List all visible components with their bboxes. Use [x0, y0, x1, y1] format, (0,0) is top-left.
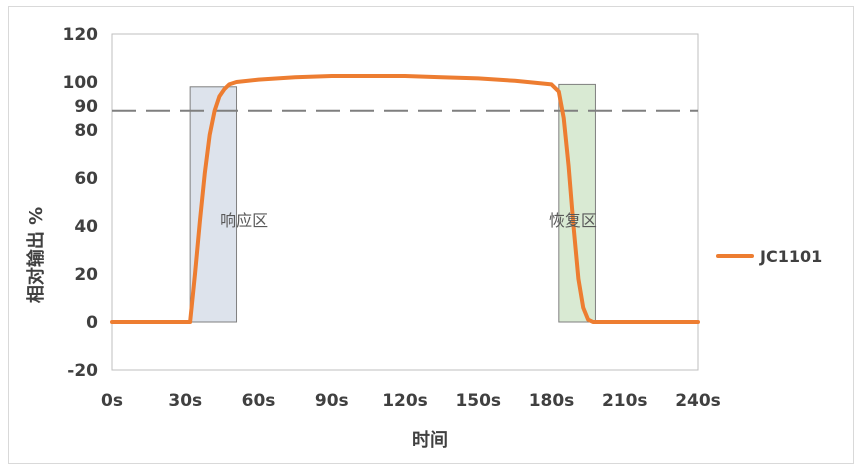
chart-frame [8, 6, 854, 464]
y-tick-label: -20 [67, 361, 98, 381]
y-tick-label-extra: 90 [74, 97, 98, 117]
y-tick-label: 0 [86, 313, 98, 333]
zone-label-2: 恢复区 [549, 211, 597, 230]
plot-area [111, 33, 699, 371]
x-tick-label: 180s [529, 391, 575, 411]
y-tick-label: 100 [63, 73, 99, 93]
y-tick-label: 80 [74, 121, 98, 141]
legend-label: JC1101 [759, 247, 822, 266]
zone-label-1: 响应区 [220, 211, 268, 230]
x-tick-label: 60s [242, 391, 276, 411]
x-tick-label: 0s [101, 391, 123, 411]
legend: JC1101 [716, 247, 822, 266]
y-tick-label: 40 [74, 217, 98, 237]
y-tick-label: 60 [74, 169, 98, 189]
x-tick-label: 120s [382, 391, 428, 411]
x-axis-title: 时间 [412, 430, 448, 451]
x-tick-label: 150s [455, 391, 501, 411]
x-tick-label: 30s [168, 391, 202, 411]
y-tick-label: 120 [63, 25, 99, 45]
x-tick-label: 240s [675, 391, 721, 411]
y-tick-label: 20 [74, 265, 98, 285]
x-tick-label: 210s [602, 391, 648, 411]
y-axis-title: 相对输出 % [25, 207, 47, 303]
x-tick-label: 90s [315, 391, 349, 411]
series-line-JC1101 [110, 74, 700, 324]
